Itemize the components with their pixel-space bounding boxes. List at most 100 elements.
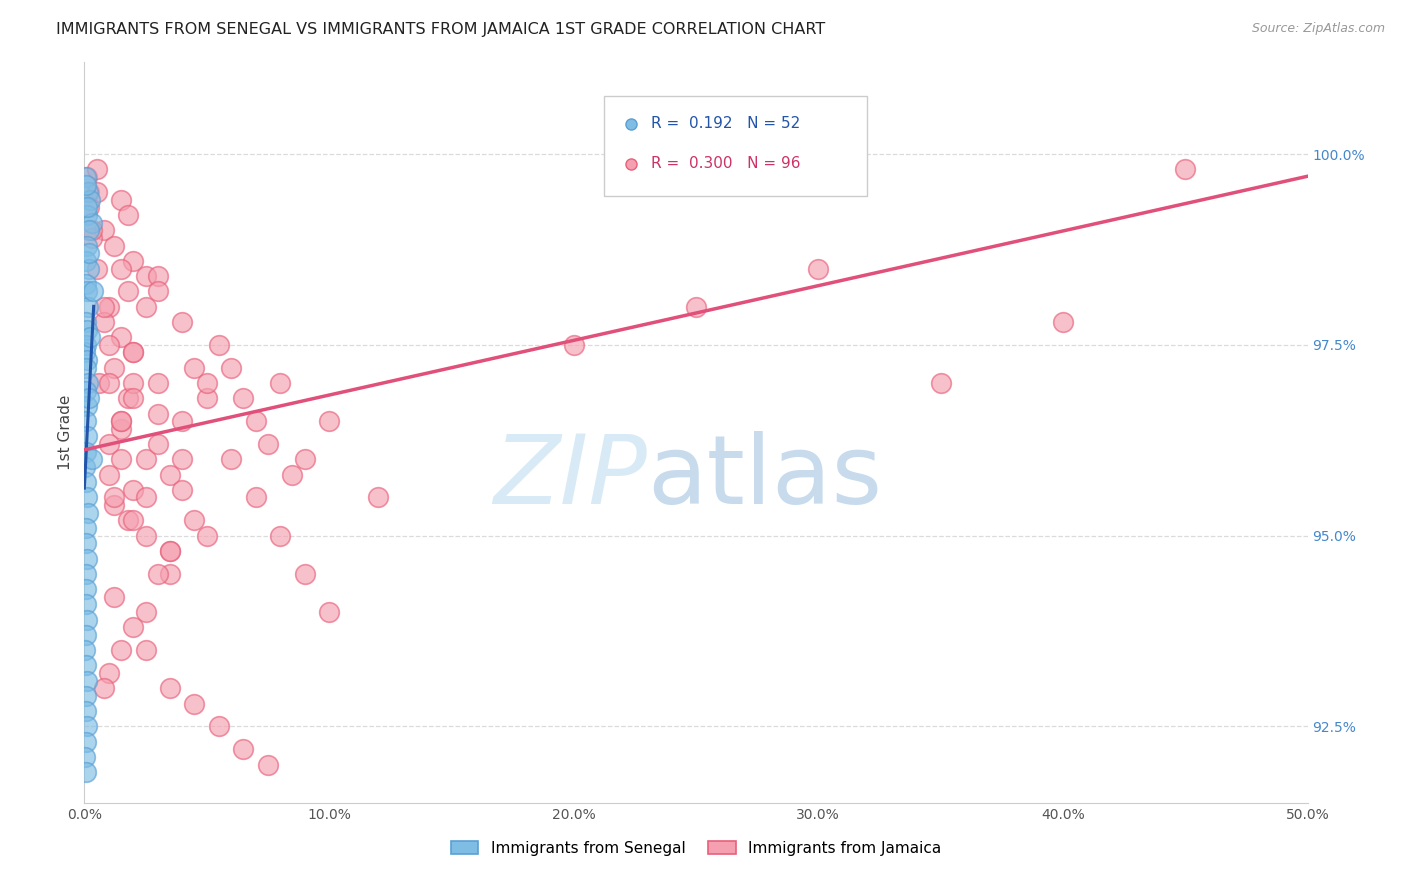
Point — [135, 452, 157, 467]
Point — [76, 399, 98, 413]
Point — [257, 757, 280, 772]
Point — [269, 529, 291, 543]
Point — [97, 437, 120, 451]
Point — [97, 666, 120, 681]
Point — [685, 300, 707, 314]
Point — [77, 391, 100, 405]
Point — [122, 345, 145, 359]
Point — [172, 452, 194, 467]
Point — [79, 330, 101, 344]
Point — [76, 285, 98, 299]
Point — [159, 544, 181, 558]
Point — [75, 582, 97, 596]
Point — [562, 338, 585, 352]
Point — [97, 467, 120, 482]
Point — [208, 719, 231, 733]
Point — [103, 238, 125, 252]
Point — [110, 414, 132, 428]
Point — [79, 193, 101, 207]
Point — [110, 261, 132, 276]
Point — [117, 513, 139, 527]
Point — [172, 483, 194, 497]
Point — [75, 338, 97, 352]
Point — [77, 185, 100, 199]
Point — [159, 544, 181, 558]
Point — [117, 285, 139, 299]
Point — [76, 429, 98, 443]
Point — [232, 391, 254, 405]
Point — [183, 697, 205, 711]
Point — [80, 231, 103, 245]
Point — [76, 491, 98, 505]
Point — [294, 566, 316, 581]
Point — [110, 422, 132, 436]
Text: R =  0.300   N = 96: R = 0.300 N = 96 — [651, 156, 800, 171]
Point — [86, 162, 108, 177]
Point — [1174, 162, 1197, 177]
Point — [93, 223, 115, 237]
Point — [146, 407, 169, 421]
Point — [82, 285, 104, 299]
Point — [75, 444, 97, 458]
Point — [103, 498, 125, 512]
Point — [117, 391, 139, 405]
Point — [281, 467, 304, 482]
Point — [87, 376, 110, 390]
Point — [77, 185, 100, 199]
Point — [75, 566, 97, 581]
Point — [110, 452, 132, 467]
Point — [76, 673, 98, 688]
Point — [122, 391, 145, 405]
Text: R =  0.192   N = 52: R = 0.192 N = 52 — [651, 116, 800, 131]
Point — [75, 277, 97, 291]
Point — [929, 376, 952, 390]
Point — [75, 384, 97, 398]
Point — [93, 681, 115, 696]
Text: IMMIGRANTS FROM SENEGAL VS IMMIGRANTS FROM JAMAICA 1ST GRADE CORRELATION CHART: IMMIGRANTS FROM SENEGAL VS IMMIGRANTS FR… — [56, 22, 825, 37]
Point — [367, 491, 389, 505]
Point — [122, 376, 145, 390]
Point — [294, 452, 316, 467]
Point — [76, 238, 98, 252]
Point — [76, 322, 98, 336]
Point — [77, 246, 100, 260]
Point — [77, 506, 100, 520]
Point — [75, 475, 97, 490]
Point — [77, 376, 100, 390]
Point — [110, 643, 132, 657]
Point — [76, 169, 98, 184]
Point — [195, 376, 218, 390]
Point — [77, 300, 100, 314]
Point — [208, 338, 231, 352]
Point — [75, 345, 97, 359]
Point — [86, 185, 108, 199]
Point — [122, 620, 145, 634]
Point — [76, 551, 98, 566]
Point — [86, 261, 108, 276]
Point — [122, 513, 145, 527]
Point — [135, 491, 157, 505]
Point — [269, 376, 291, 390]
Point — [97, 376, 120, 390]
Point — [159, 467, 181, 482]
Y-axis label: 1st Grade: 1st Grade — [58, 395, 73, 470]
Point — [172, 414, 194, 428]
Point — [75, 689, 97, 703]
Point — [232, 742, 254, 756]
Point — [183, 513, 205, 527]
Point — [80, 216, 103, 230]
Point — [110, 414, 132, 428]
Point — [103, 590, 125, 604]
Point — [318, 605, 340, 619]
Point — [75, 253, 97, 268]
Point — [122, 253, 145, 268]
Point — [80, 223, 103, 237]
Point — [80, 452, 103, 467]
Point — [146, 566, 169, 581]
Point — [257, 437, 280, 451]
Point — [183, 360, 205, 375]
Point — [75, 658, 97, 673]
Text: atlas: atlas — [647, 431, 882, 524]
Point — [122, 483, 145, 497]
Point — [117, 208, 139, 222]
